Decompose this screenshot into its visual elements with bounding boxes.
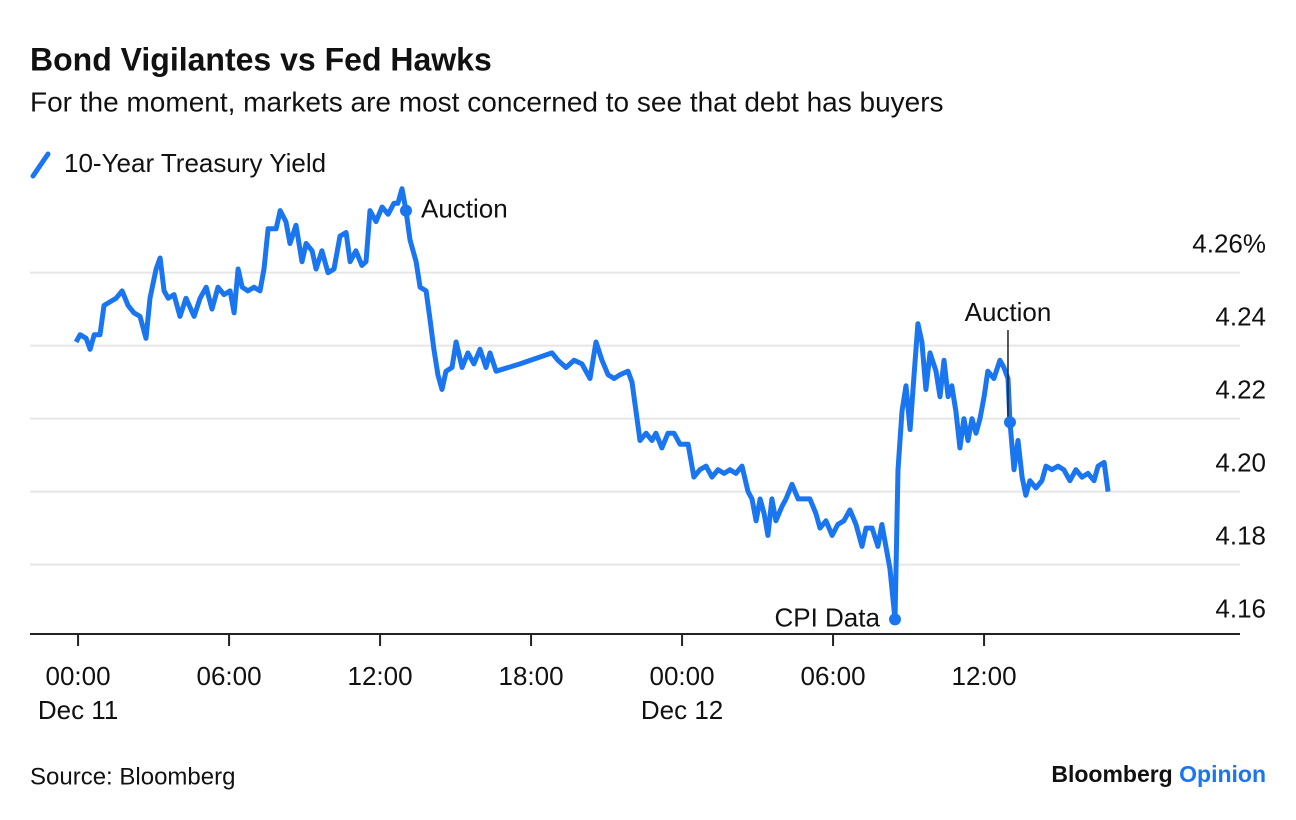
- x-tick-label: 06:00: [197, 661, 262, 691]
- y-tick-label: 4.26%: [1192, 229, 1266, 259]
- y-tick-label: 4.22: [1215, 375, 1266, 405]
- series-line: [73, 186, 1111, 622]
- x-tick-date: Dec 12: [641, 695, 723, 725]
- y-tick-label: 4.16: [1215, 594, 1266, 624]
- brand-section: Opinion: [1179, 761, 1266, 787]
- x-tick-label: 00:00: [46, 661, 111, 691]
- x-tick-label: 12:00: [952, 661, 1017, 691]
- annotation: CPI Data: [774, 602, 880, 632]
- chart-subtitle: For the moment, markets are most concern…: [30, 86, 944, 117]
- x-tick-date: Dec 11: [38, 695, 118, 725]
- annotation: Auction: [421, 193, 508, 223]
- y-tick-label: 4.24: [1215, 302, 1266, 332]
- brand: Bloomberg Opinion: [1051, 761, 1266, 787]
- x-tick-label: 00:00: [650, 661, 715, 691]
- x-tick-label: 06:00: [801, 661, 866, 691]
- legend-label: 10-Year Treasury Yield: [64, 148, 326, 178]
- annotation-point: [1003, 416, 1016, 429]
- annotation-point: [888, 613, 901, 626]
- brand-name: Bloomberg: [1051, 761, 1172, 787]
- x-tick-label: 18:00: [499, 661, 564, 691]
- legend-swatch: [30, 151, 51, 179]
- x-tick-label: 12:00: [348, 661, 413, 691]
- y-tick-label: 4.18: [1215, 521, 1266, 551]
- y-tick-label: 4.20: [1215, 448, 1266, 478]
- annotation: Auction: [965, 297, 1052, 327]
- source: Source: Bloomberg: [30, 763, 235, 790]
- annotation-point: [399, 204, 412, 217]
- chart-title: Bond Vigilantes vs Fed Hawks: [30, 41, 492, 77]
